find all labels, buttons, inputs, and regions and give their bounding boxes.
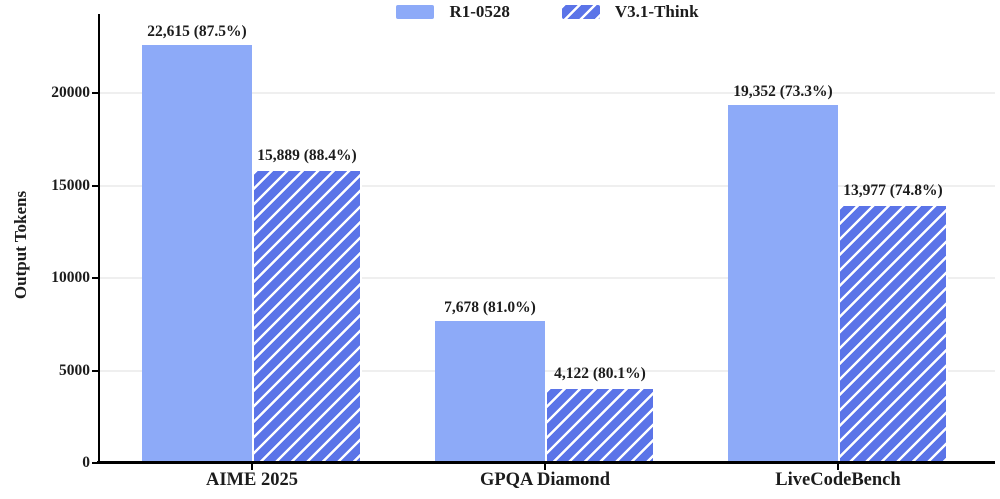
legend-swatch-solid bbox=[396, 5, 435, 19]
bar-v3-1-think-aime-2025 bbox=[252, 169, 362, 463]
legend-swatch-hatched bbox=[561, 5, 600, 19]
legend-label: R1-0528 bbox=[449, 2, 510, 21]
legend-label: V3.1-Think bbox=[614, 2, 699, 21]
x-tick-mark bbox=[251, 464, 253, 470]
bar-value-label: 22,615 (87.5%) bbox=[147, 22, 247, 40]
bar-r1-0528-gpqa-diamond bbox=[435, 320, 545, 463]
x-tick-mark bbox=[544, 464, 546, 470]
gridline bbox=[100, 369, 995, 372]
y-tick-mark bbox=[92, 462, 100, 464]
y-axis-line bbox=[98, 14, 100, 463]
x-category-label: LiveCodeBench bbox=[775, 470, 901, 490]
gridline bbox=[100, 92, 995, 94]
x-axis-line bbox=[97, 461, 995, 464]
x-category-label: AIME 2025 bbox=[206, 470, 298, 490]
x-category-label: GPQA Diamond bbox=[479, 470, 611, 490]
gridline bbox=[100, 184, 995, 187]
y-tick-label: 15000 bbox=[51, 176, 90, 194]
chart-legend: R1-0528 V3.1-Think bbox=[100, 2, 995, 22]
bar-v3-1-think-gpqa-diamond bbox=[545, 386, 655, 463]
y-tick-label: 20000 bbox=[51, 84, 90, 101]
legend-item-r1-0528: R1-0528 bbox=[396, 2, 510, 22]
bar-value-label: 15,889 (88.4%) bbox=[257, 147, 357, 165]
y-tick-label: 5000 bbox=[59, 361, 90, 379]
y-tick-mark bbox=[92, 369, 100, 372]
y-tick-label: 0 bbox=[82, 454, 90, 471]
y-tick-mark bbox=[92, 277, 100, 279]
bar-r1-0528-aime-2025 bbox=[142, 44, 252, 463]
y-tick-label: 10000 bbox=[51, 269, 90, 286]
y-tick-mark bbox=[92, 92, 100, 94]
bar-value-label: 4,122 (80.1%) bbox=[554, 364, 646, 382]
legend-item-v3-1-think: V3.1-Think bbox=[561, 2, 699, 22]
bar-value-label: 19,352 (73.3%) bbox=[733, 82, 833, 100]
bar-r1-0528-livecodebench bbox=[728, 104, 838, 463]
x-tick-mark bbox=[837, 464, 839, 470]
bar-value-label: 7,678 (81.0%) bbox=[444, 298, 536, 316]
bar-value-label: 13,977 (74.8%) bbox=[843, 182, 943, 200]
y-tick-mark bbox=[92, 184, 100, 187]
gridline bbox=[100, 277, 995, 279]
bar-v3-1-think-livecodebench bbox=[838, 204, 948, 463]
